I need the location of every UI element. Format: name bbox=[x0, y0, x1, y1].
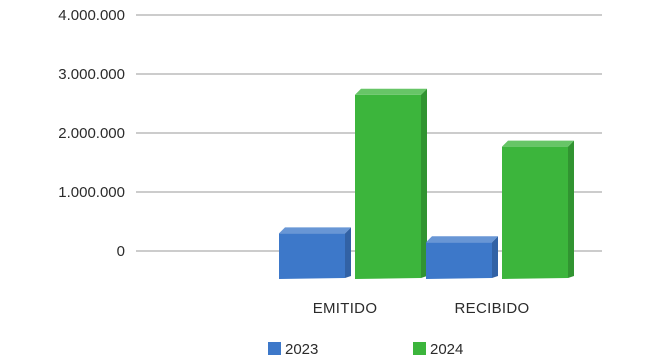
y-tick-label: 1.000.000 bbox=[58, 184, 125, 201]
y-tick-label: 0 bbox=[117, 243, 125, 260]
bar-front-face bbox=[426, 242, 492, 279]
bar-top-face bbox=[502, 140, 574, 147]
bar-side-face bbox=[492, 236, 498, 278]
bar-2024-emitido bbox=[355, 88, 427, 279]
legend: 2023 2024 bbox=[268, 341, 463, 358]
legend-item: 2024 bbox=[413, 341, 463, 358]
bar-front-face bbox=[355, 94, 421, 279]
y-axis-ticks: 0 1.000.000 2.000.000 3.000.000 4.000.000 bbox=[58, 7, 125, 260]
x-category-label: RECIBIDO bbox=[455, 300, 530, 317]
x-axis-categories: EMITIDO RECIBIDO bbox=[313, 300, 530, 317]
bar-front-face bbox=[502, 146, 568, 279]
legend-item: 2023 bbox=[268, 341, 318, 358]
y-tick-label: 3.000.000 bbox=[58, 66, 125, 83]
legend-swatch bbox=[413, 342, 426, 355]
bar-side-face bbox=[421, 88, 427, 278]
bar-front-face bbox=[279, 233, 345, 279]
bar-top-face bbox=[279, 227, 351, 234]
y-tick-label: 4.000.000 bbox=[58, 7, 125, 24]
bar-side-face bbox=[568, 140, 574, 278]
bar-top-face bbox=[426, 236, 498, 243]
bars bbox=[279, 88, 574, 279]
x-category-label: EMITIDO bbox=[313, 300, 378, 317]
y-tick-label: 2.000.000 bbox=[58, 125, 125, 142]
bar-top-face bbox=[355, 88, 427, 95]
legend-swatch bbox=[268, 342, 281, 355]
legend-label: 2024 bbox=[430, 341, 463, 358]
bar-2023-recibido bbox=[426, 236, 498, 279]
bar-2024-recibido bbox=[502, 140, 574, 279]
bar-side-face bbox=[345, 227, 351, 278]
bar-2023-emitido bbox=[279, 227, 351, 279]
legend-label: 2023 bbox=[285, 341, 318, 358]
